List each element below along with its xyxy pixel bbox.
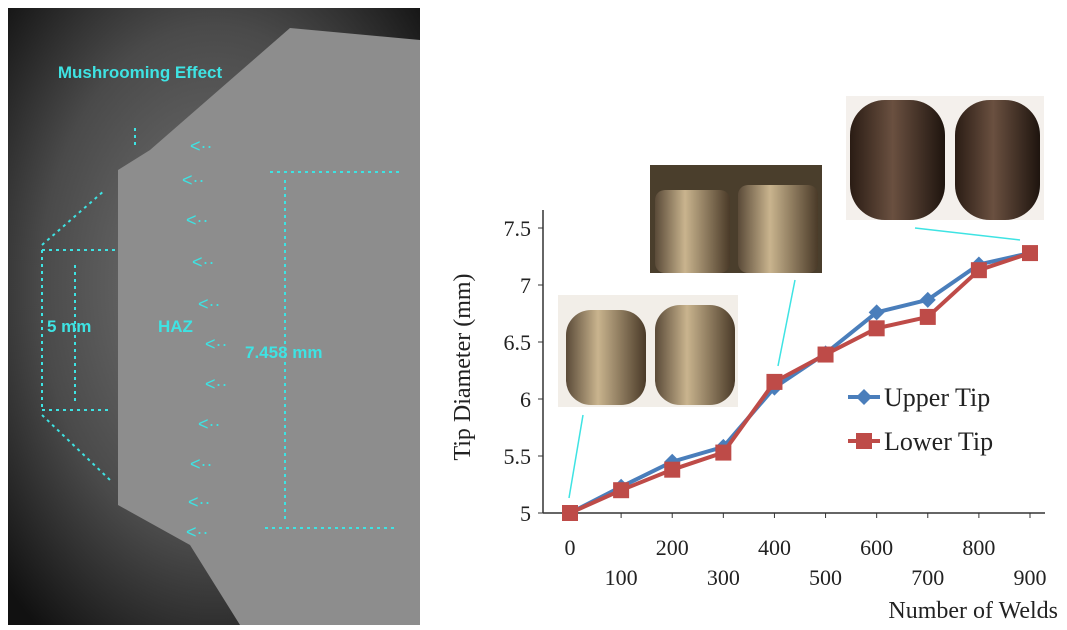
y-tick-label: 6: [520, 387, 531, 412]
marker: [920, 309, 936, 325]
svg-text:<··: <··: [190, 454, 213, 474]
marker: [856, 433, 872, 449]
x-tick-label: 100: [605, 565, 638, 590]
y-tick-label: 5.5: [504, 444, 532, 469]
y-tick-label: 6.5: [504, 330, 532, 355]
marker: [971, 262, 987, 278]
svg-text:<··: <··: [198, 294, 221, 314]
svg-text:<··: <··: [205, 334, 228, 354]
svg-text:<··: <··: [190, 136, 213, 156]
svg-text:<··: <··: [192, 252, 215, 272]
y-axis-label: Tip Diameter (mm): [450, 273, 476, 460]
x-axis-label: Number of Welds: [888, 598, 1058, 624]
marker: [1022, 245, 1038, 261]
marker: [856, 389, 872, 405]
marker: [818, 347, 834, 363]
x-tick-label: 300: [707, 565, 740, 590]
marker: [562, 505, 578, 521]
svg-text:<··: <··: [182, 170, 205, 190]
marker: [715, 445, 731, 461]
x-tick-label: 800: [962, 535, 995, 560]
svg-text:<··: <··: [205, 374, 228, 394]
photo-label: Mushrooming Effect: [58, 63, 223, 82]
photo-label: 7.458 mm: [245, 343, 323, 362]
marker: [613, 482, 629, 498]
legend-label: Lower Tip: [884, 427, 993, 456]
marker: [664, 462, 680, 478]
photo-label: 5 mm: [47, 317, 91, 336]
x-tick-label: 600: [860, 535, 893, 560]
figure: <·· <·· <·· <·· <·· <·· <·· <·· <·· <·· <·· Mus…: [0, 0, 1067, 630]
x-tick-label: 700: [911, 565, 944, 590]
marker: [869, 320, 885, 336]
svg-text:<··: <··: [188, 492, 211, 512]
y-tick-label: 7.5: [504, 216, 532, 241]
tip-photos: [558, 96, 1044, 407]
x-tick-label: 0: [565, 535, 576, 560]
svg-text:<··: <··: [198, 414, 221, 434]
svg-text:<··: <··: [186, 522, 209, 542]
legend-label: Upper Tip: [884, 383, 990, 412]
y-tick-label: 5: [520, 501, 531, 526]
x-tick-label: 400: [758, 535, 791, 560]
marker: [766, 374, 782, 390]
photo-label: HAZ: [158, 317, 193, 336]
y-tick-label: 7: [520, 273, 531, 298]
x-tick-label: 900: [1014, 565, 1047, 590]
x-tick-label: 200: [656, 535, 689, 560]
x-tick-label: 500: [809, 565, 842, 590]
svg-text:<··: <··: [186, 210, 209, 230]
